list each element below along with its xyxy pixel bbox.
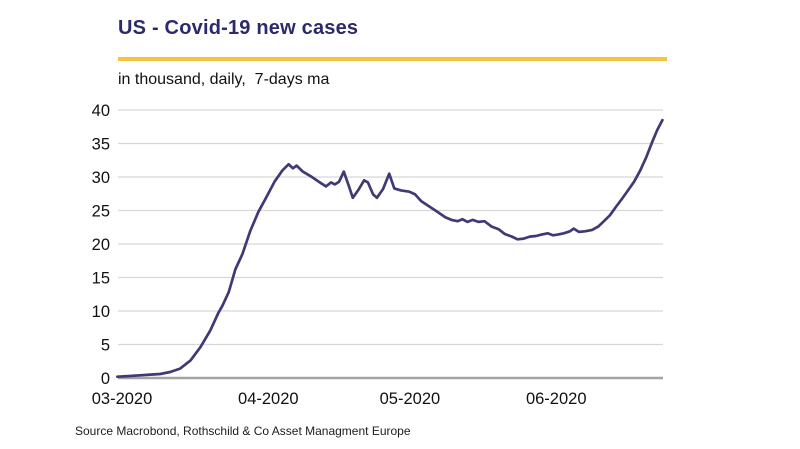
y-tick-label: 15 [92, 270, 110, 288]
y-tick-label: 5 [101, 337, 110, 355]
x-tick-label: 04-2020 [238, 390, 299, 408]
accent-rule [118, 57, 667, 61]
x-tick-label: 05-2020 [380, 390, 441, 408]
chart-title: US - Covid-19 new cases [118, 17, 359, 39]
y-tick-label: 0 [101, 370, 110, 388]
y-tick-label: 20 [92, 236, 110, 254]
source-note: Source Macrobond, Rothschild & Co Asset … [75, 424, 411, 438]
chart-subtitle: in thousand, daily, 7-days ma [118, 71, 330, 88]
series-line [115, 118, 664, 379]
y-tick-label: 40 [92, 102, 110, 120]
y-tick-label: 35 [92, 136, 110, 154]
y-tick-label: 25 [92, 203, 110, 221]
y-tick-label: 10 [92, 303, 110, 321]
y-tick-label: 30 [92, 169, 110, 187]
x-tick-label: 06-2020 [526, 390, 587, 408]
x-tick-label: 03-2020 [92, 390, 153, 408]
